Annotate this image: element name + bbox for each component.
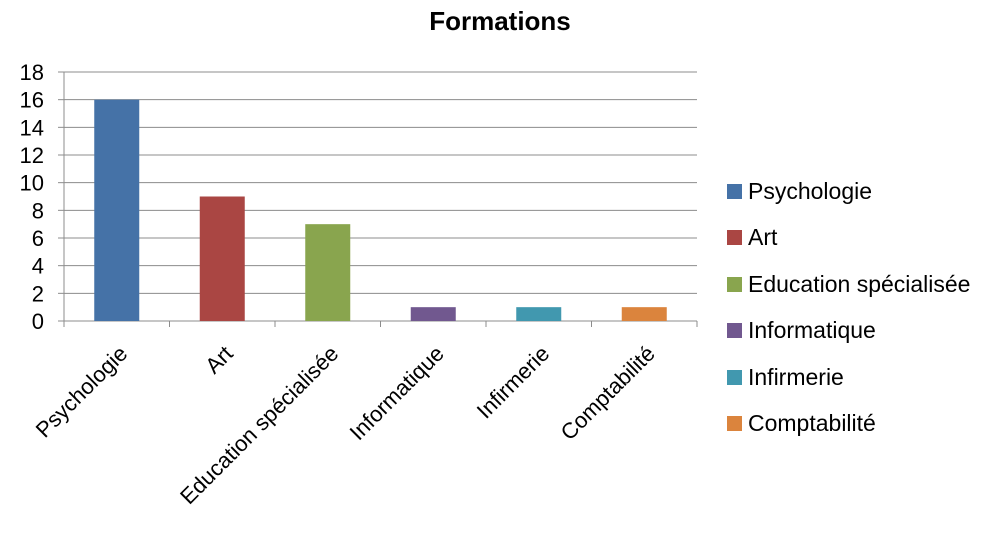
- x-tick-label: Psychologie: [31, 341, 133, 443]
- x-tick-label: Art: [200, 341, 238, 379]
- y-tick-label: 6: [32, 226, 44, 251]
- legend-swatch: [727, 416, 742, 432]
- y-tick-label: 8: [32, 198, 44, 223]
- y-tick-label: 16: [20, 88, 44, 113]
- legend-label: Infirmerie: [748, 363, 844, 390]
- axes: [58, 71, 698, 327]
- x-tick-label: Infirmerie: [472, 341, 555, 424]
- legend-label: Informatique: [748, 317, 876, 344]
- y-tick-label: 4: [32, 254, 44, 279]
- x-tick-label: Education spécialisée: [175, 341, 343, 509]
- legend-item: Art: [727, 215, 970, 262]
- bars: [94, 99, 667, 322]
- bar: [305, 224, 351, 321]
- legend-swatch: [727, 323, 742, 339]
- legend-label: Psychologie: [748, 177, 873, 204]
- legend-item: Psychologie: [727, 168, 970, 215]
- y-tick-label: 0: [32, 309, 44, 334]
- y-tick-label: 14: [20, 115, 44, 140]
- bar: [410, 307, 456, 321]
- y-tick-label: 12: [20, 143, 44, 168]
- x-tick-label: Informatique: [345, 341, 449, 445]
- legend-swatch: [727, 183, 742, 199]
- bar: [516, 307, 562, 321]
- legend-label: Comptabilité: [748, 410, 876, 437]
- bar: [199, 196, 245, 321]
- legend-item: Comptabilité: [727, 401, 970, 448]
- legend-label: Art: [748, 224, 778, 251]
- legend-swatch: [727, 276, 742, 292]
- legend-swatch: [727, 230, 742, 246]
- legend-item: Education spécialisée: [727, 261, 970, 308]
- x-tick-label: Comptabilité: [556, 341, 660, 445]
- bar: [621, 307, 667, 321]
- legend: Psychologie Art Education spécialisée Infor…: [727, 168, 970, 447]
- legend-swatch: [727, 369, 742, 385]
- legend-item: Informatique: [727, 308, 970, 355]
- chart-title: Formations: [429, 6, 571, 36]
- legend-label: Education spécialisée: [748, 270, 971, 297]
- gridlines: [64, 71, 697, 294]
- legend-item: Infirmerie: [727, 354, 970, 401]
- y-tick-label: 10: [20, 171, 44, 196]
- y-tick-label: 18: [20, 60, 44, 85]
- bar: [94, 99, 140, 322]
- y-tick-label: 2: [32, 281, 44, 306]
